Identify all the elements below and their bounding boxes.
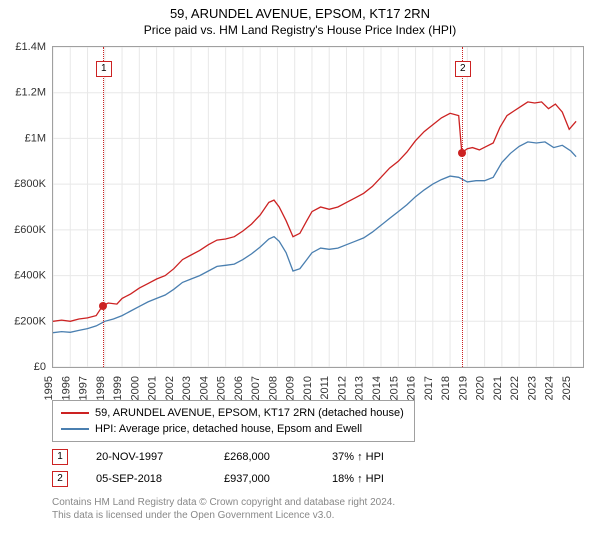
- chart-subtitle: Price paid vs. HM Land Registry's House …: [0, 21, 600, 37]
- svg-text:1998: 1998: [95, 376, 107, 400]
- svg-text:2005: 2005: [216, 376, 228, 400]
- svg-text:1997: 1997: [78, 376, 90, 400]
- chart-plot-area: 12: [52, 46, 584, 368]
- svg-text:1995: 1995: [43, 376, 55, 400]
- svg-text:2023: 2023: [526, 376, 538, 400]
- svg-text:2004: 2004: [198, 376, 210, 400]
- svg-text:2020: 2020: [475, 376, 487, 400]
- svg-text:2001: 2001: [147, 376, 159, 400]
- chart-title-address: 59, ARUNDEL AVENUE, EPSOM, KT17 2RN: [0, 0, 600, 21]
- transactions-block: 120-NOV-1997£268,00037% ↑ HPI205-SEP-201…: [52, 446, 384, 490]
- svg-text:£200K: £200K: [14, 315, 46, 327]
- svg-text:2016: 2016: [406, 376, 418, 400]
- x-axis-labels: 1995 1996 1997 1998 1999 2000 2001 2002 2003 2004…: [42, 368, 592, 402]
- svg-text:1999: 1999: [112, 376, 124, 400]
- legend: 59, ARUNDEL AVENUE, EPSOM, KT17 2RN (det…: [52, 400, 415, 442]
- svg-text:1996: 1996: [60, 376, 72, 400]
- legend-item: 59, ARUNDEL AVENUE, EPSOM, KT17 2RN (det…: [61, 405, 406, 421]
- svg-text:2021: 2021: [492, 376, 504, 400]
- svg-text:£400K: £400K: [14, 270, 46, 282]
- svg-text:2010: 2010: [302, 376, 314, 400]
- transaction-row: 120-NOV-1997£268,00037% ↑ HPI: [52, 446, 384, 468]
- svg-text:£600K: £600K: [14, 224, 46, 236]
- svg-text:2013: 2013: [354, 376, 366, 400]
- svg-text:2024: 2024: [544, 376, 556, 400]
- svg-text:£1M: £1M: [25, 132, 46, 144]
- svg-text:2002: 2002: [164, 376, 176, 400]
- svg-text:2018: 2018: [440, 376, 452, 400]
- svg-text:2003: 2003: [181, 376, 193, 400]
- svg-text:£1.2M: £1.2M: [15, 87, 46, 99]
- svg-text:2017: 2017: [423, 376, 435, 400]
- svg-text:2008: 2008: [267, 376, 279, 400]
- svg-text:2012: 2012: [336, 376, 348, 400]
- transaction-row: 205-SEP-2018£937,00018% ↑ HPI: [52, 468, 384, 490]
- footer-credits: Contains HM Land Registry data © Crown c…: [52, 496, 395, 522]
- svg-text:2007: 2007: [250, 376, 262, 400]
- svg-text:2000: 2000: [129, 376, 141, 400]
- svg-text:2022: 2022: [509, 376, 521, 400]
- svg-text:£800K: £800K: [14, 178, 46, 190]
- y-axis-labels: £0£200K£400K£600K£800K£1M£1.2M£1.4M: [0, 41, 52, 381]
- legend-item: HPI: Average price, detached house, Epso…: [61, 421, 406, 437]
- svg-text:2015: 2015: [388, 376, 400, 400]
- svg-text:2011: 2011: [319, 376, 331, 400]
- svg-text:£1.4M: £1.4M: [15, 41, 46, 53]
- svg-text:2009: 2009: [285, 376, 297, 400]
- svg-text:2014: 2014: [371, 376, 383, 400]
- svg-text:2019: 2019: [457, 376, 469, 400]
- svg-text:2025: 2025: [561, 376, 573, 400]
- svg-text:2006: 2006: [233, 376, 245, 400]
